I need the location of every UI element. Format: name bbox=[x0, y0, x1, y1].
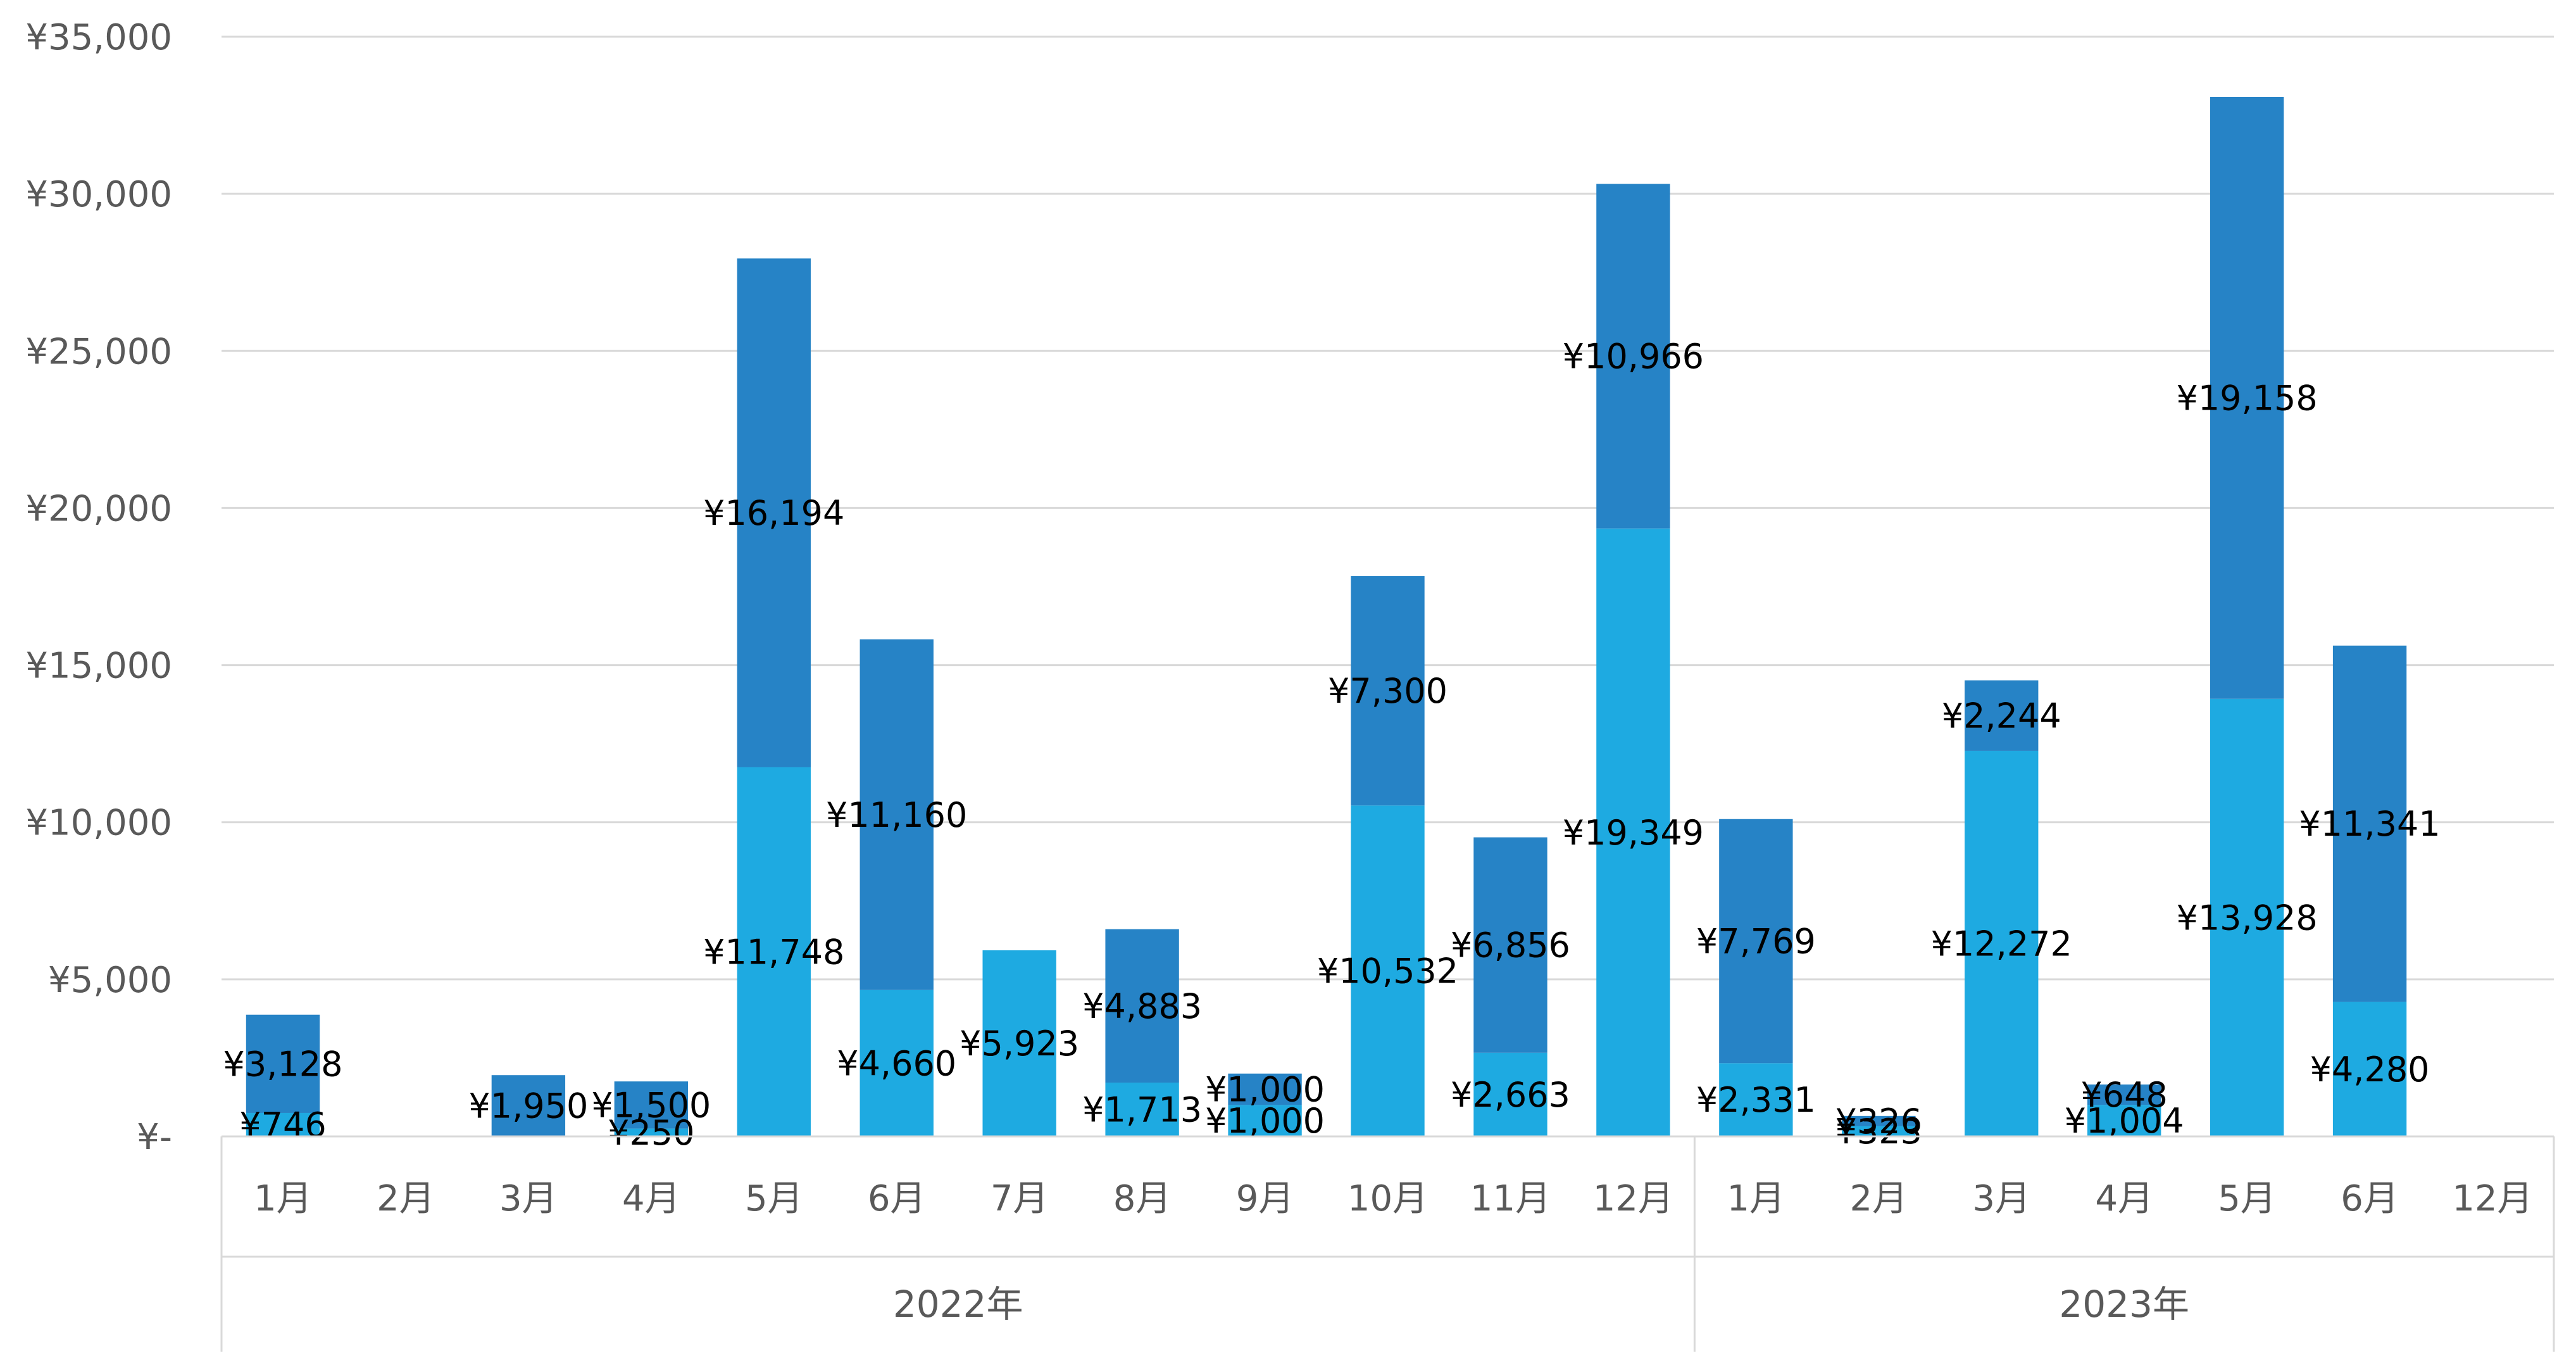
bar-segment-lower bbox=[1596, 528, 1670, 1136]
data-label: ¥5,923 bbox=[960, 1024, 1079, 1064]
data-label: ¥16,194 bbox=[703, 493, 844, 533]
bar-segment-upper bbox=[860, 639, 934, 990]
year-group-label: 2022年 bbox=[893, 1283, 1023, 1326]
data-label: ¥11,160 bbox=[826, 795, 967, 835]
x-tick-label: 6月 bbox=[868, 1178, 926, 1219]
x-tick-label: 10月 bbox=[1347, 1178, 1428, 1219]
bar-segment-upper bbox=[737, 258, 811, 767]
data-label: ¥1,500 bbox=[591, 1085, 711, 1125]
bar-segment-upper bbox=[1351, 576, 1425, 806]
x-tick-label: 4月 bbox=[622, 1178, 680, 1219]
labels-layer: ¥746 ¥3,128 ¥1,950 ¥250¥1,500 ¥11,748 ¥16,194… bbox=[223, 337, 2440, 1153]
bar-segment-upper bbox=[1473, 837, 1547, 1053]
data-label: ¥6,856 bbox=[1451, 926, 1570, 965]
data-label: ¥12,272 bbox=[1931, 924, 2072, 964]
bar-segment-upper bbox=[2332, 645, 2407, 1002]
bar-segment-lower bbox=[982, 950, 1056, 1136]
bar-segment-upper bbox=[2087, 1085, 2161, 1105]
bar-segment-lower bbox=[1351, 805, 1425, 1136]
data-label: ¥1,000 bbox=[1205, 1070, 1325, 1110]
data-label: ¥648 bbox=[2080, 1075, 2167, 1115]
bar-segment-lower bbox=[2332, 1002, 2407, 1136]
data-label: ¥10,532 bbox=[1317, 952, 1458, 991]
y-tick-label: ¥30,000 bbox=[25, 174, 172, 215]
bar-segment-lower bbox=[1473, 1052, 1547, 1136]
y-tick-label: ¥10,000 bbox=[25, 803, 172, 844]
x-tick-label: 2月 bbox=[1849, 1178, 1908, 1219]
x-tick-label: 5月 bbox=[745, 1178, 803, 1219]
data-label: ¥13,928 bbox=[2176, 898, 2317, 938]
data-label: ¥4,883 bbox=[1082, 986, 1202, 1026]
data-label: ¥1,004 bbox=[2065, 1101, 2184, 1141]
data-label: ¥1,713 bbox=[1082, 1090, 1202, 1129]
y-tick-label: ¥- bbox=[137, 1117, 172, 1158]
y-tick-label: ¥35,000 bbox=[25, 17, 172, 58]
bar-segment-upper bbox=[491, 1075, 566, 1136]
data-label: ¥19,349 bbox=[1563, 813, 1704, 853]
x-tick-label: 12月 bbox=[1593, 1178, 1673, 1219]
x-tick-label: 5月 bbox=[2218, 1178, 2276, 1219]
bar-segment-lower bbox=[1965, 750, 2039, 1136]
bar-segment-lower bbox=[1719, 1063, 1793, 1136]
axis-layer: ¥- ¥5,000 ¥10,000 ¥15,000 ¥20,000 ¥25,000 ¥30,… bbox=[25, 17, 2555, 1352]
x-tick-label: 11月 bbox=[1470, 1178, 1551, 1219]
y-tick-label: ¥5,000 bbox=[48, 960, 172, 1001]
data-label: ¥4,280 bbox=[2310, 1050, 2430, 1090]
data-label: ¥250 bbox=[608, 1113, 694, 1153]
x-tick-label: 3月 bbox=[499, 1178, 558, 1219]
bar-segment-lower bbox=[246, 1112, 320, 1136]
bar-segment-upper bbox=[1228, 1073, 1302, 1105]
data-label: ¥1,950 bbox=[468, 1086, 588, 1126]
bar-segment-lower bbox=[1842, 1126, 1916, 1136]
x-tick-label: 2月 bbox=[377, 1178, 435, 1219]
x-tick-label: 9月 bbox=[1236, 1178, 1294, 1219]
data-label: ¥19,158 bbox=[2176, 378, 2317, 418]
data-label: ¥2,663 bbox=[1451, 1075, 1570, 1115]
bar-segment-upper bbox=[614, 1081, 688, 1129]
data-label: ¥11,748 bbox=[703, 932, 844, 972]
data-label: ¥7,769 bbox=[1696, 922, 1816, 962]
bar-segment-lower bbox=[2087, 1105, 2161, 1136]
data-label: ¥11,341 bbox=[2299, 804, 2440, 844]
y-tick-label: ¥15,000 bbox=[25, 646, 172, 687]
bar-segment-upper bbox=[1596, 184, 1670, 529]
x-tick-label: 6月 bbox=[2341, 1178, 2399, 1219]
bar-segment-upper bbox=[246, 1014, 320, 1113]
bar-segment-lower bbox=[1228, 1105, 1302, 1136]
data-label: ¥7,300 bbox=[1328, 671, 1447, 711]
bar-segment-lower bbox=[737, 767, 811, 1136]
data-label: ¥2,244 bbox=[1942, 696, 2061, 736]
bar-segment-lower bbox=[614, 1128, 688, 1136]
data-label: ¥323 bbox=[1835, 1112, 1922, 1152]
bars-layer bbox=[246, 96, 2407, 1136]
data-label: ¥2,331 bbox=[1696, 1080, 1816, 1120]
bar-segment-upper bbox=[1105, 929, 1179, 1083]
x-tick-label: 1月 bbox=[254, 1178, 312, 1219]
x-tick-label: 3月 bbox=[1972, 1178, 2030, 1219]
x-tick-label: 4月 bbox=[2095, 1178, 2153, 1219]
data-label: ¥1,000 bbox=[1205, 1101, 1325, 1141]
x-tick-label: 12月 bbox=[2452, 1178, 2532, 1219]
x-tick-label: 8月 bbox=[1113, 1178, 1172, 1219]
data-label: ¥4,660 bbox=[837, 1043, 956, 1083]
y-tick-label: ¥25,000 bbox=[25, 331, 172, 372]
bar-segment-lower bbox=[860, 990, 934, 1136]
data-label: ¥10,966 bbox=[1563, 337, 1704, 377]
bar-segment-upper bbox=[2210, 96, 2284, 699]
data-label: ¥746 bbox=[239, 1105, 326, 1145]
x-tick-label: 1月 bbox=[1727, 1178, 1785, 1219]
data-label: ¥3,128 bbox=[223, 1044, 342, 1084]
bar-segment-upper bbox=[1719, 819, 1793, 1064]
data-label: ¥326 bbox=[1835, 1102, 1922, 1141]
y-tick-label: ¥20,000 bbox=[25, 488, 172, 529]
bar-segment-upper bbox=[1842, 1116, 1916, 1126]
year-group-label: 2023年 bbox=[2059, 1283, 2189, 1326]
bar-segment-upper bbox=[1965, 680, 2039, 751]
bar-segment-lower bbox=[2210, 698, 2284, 1136]
bar-segment-lower bbox=[1105, 1082, 1179, 1136]
x-tick-label: 7月 bbox=[991, 1178, 1049, 1219]
